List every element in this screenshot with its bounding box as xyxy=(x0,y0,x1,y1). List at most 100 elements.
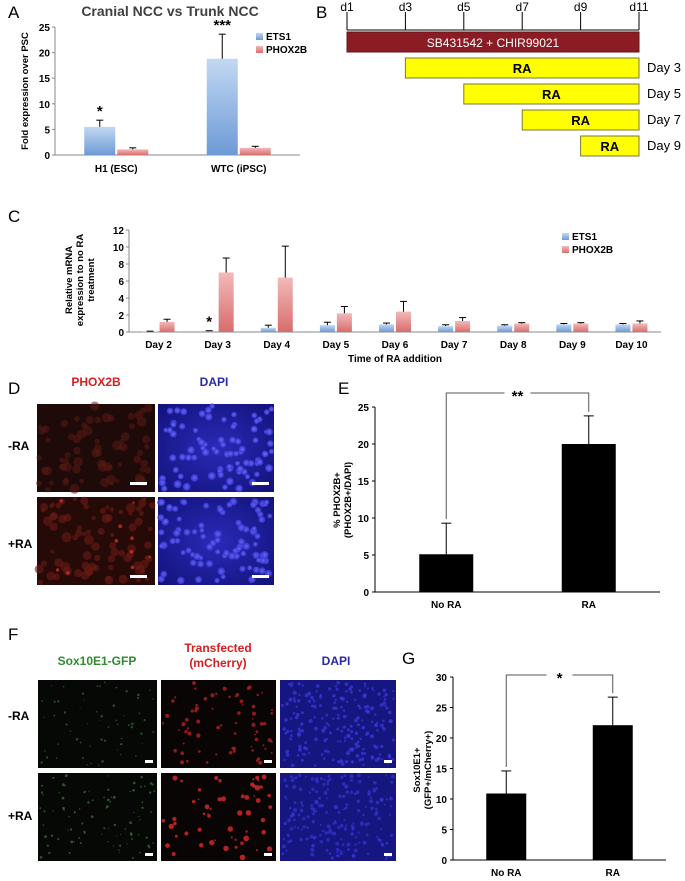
timeline-tick-label: d7 xyxy=(516,0,530,14)
nucleus xyxy=(254,533,261,540)
cell-texture xyxy=(147,844,150,848)
nucleus xyxy=(299,809,304,813)
cell-texture xyxy=(102,462,113,472)
nucleus xyxy=(385,841,389,845)
cell-texture xyxy=(207,814,211,818)
cell-texture xyxy=(215,692,218,695)
nucleus xyxy=(293,818,296,821)
G-bar xyxy=(486,793,527,860)
cell-texture xyxy=(210,693,215,698)
cell-texture xyxy=(42,824,45,826)
cell-texture xyxy=(112,845,114,847)
cell-texture xyxy=(81,422,88,429)
cell-texture xyxy=(66,571,70,575)
nucleus xyxy=(308,719,313,723)
nucleus xyxy=(358,780,362,784)
cell-texture xyxy=(148,526,153,532)
cell-texture xyxy=(86,764,88,766)
cell-texture xyxy=(62,685,65,688)
nucleus xyxy=(345,803,349,806)
nucleus xyxy=(222,484,228,491)
C-ytick-label: 2 xyxy=(118,311,124,322)
cell-texture xyxy=(194,706,199,711)
nucleus xyxy=(312,812,316,816)
cell-texture xyxy=(88,790,90,792)
nucleus xyxy=(290,778,295,783)
cell-texture xyxy=(133,561,142,570)
nucleus xyxy=(342,782,346,786)
E-ytick-label: 25 xyxy=(358,403,370,414)
nucleus xyxy=(233,450,239,457)
nucleus xyxy=(336,851,339,854)
cell-texture xyxy=(255,849,258,852)
cell-texture xyxy=(101,833,103,835)
cell-texture xyxy=(144,555,153,563)
nucleus xyxy=(207,471,216,480)
C-bar-phox2b xyxy=(336,313,352,332)
C-ytick-label: 0 xyxy=(118,328,124,339)
nucleus xyxy=(381,758,384,761)
nucleus xyxy=(217,436,225,444)
C-ytick-label: 4 xyxy=(118,294,124,305)
cell-texture xyxy=(182,742,185,745)
nucleus xyxy=(383,698,387,701)
nucleus xyxy=(299,837,303,842)
nucleus xyxy=(389,805,392,808)
cell-texture xyxy=(181,722,186,727)
nucleus xyxy=(197,560,205,568)
cell-texture xyxy=(144,541,152,549)
nucleus xyxy=(329,731,332,734)
cell-texture xyxy=(57,838,60,841)
nucleus xyxy=(166,407,174,415)
cell-texture xyxy=(234,845,238,849)
cell-texture xyxy=(135,755,137,757)
chart-e-y-title: % PHOX2B+(PHOX2B+/DAPI) xyxy=(332,462,354,538)
cell-texture xyxy=(180,779,184,783)
nucleus xyxy=(237,538,245,546)
cell-texture xyxy=(64,775,67,777)
nucleus xyxy=(201,448,210,457)
cell-texture xyxy=(149,782,153,785)
cell-texture xyxy=(108,564,114,570)
cell-texture xyxy=(109,542,117,550)
cell-texture xyxy=(143,719,146,722)
E-category-label: RA xyxy=(582,600,596,611)
nucleus xyxy=(298,729,302,733)
nucleus xyxy=(226,501,233,508)
timeline-tick-label: d11 xyxy=(629,0,648,14)
nucleus xyxy=(343,739,346,742)
panel-label-c: C xyxy=(8,207,20,226)
nucleus xyxy=(177,473,184,480)
nucleus xyxy=(314,726,318,731)
nucleus xyxy=(191,529,198,535)
cell-texture xyxy=(149,502,156,509)
nucleus xyxy=(324,749,328,753)
nucleus xyxy=(290,729,293,733)
nucleus xyxy=(367,790,372,794)
treatment-bar xyxy=(346,31,640,53)
panel-f-col-gfp: Sox10E1-GFP xyxy=(58,654,137,668)
C-bar-phox2b xyxy=(632,323,648,332)
nucleus xyxy=(281,852,285,856)
nucleus xyxy=(350,832,354,836)
cell-texture xyxy=(79,741,82,744)
cell-texture xyxy=(81,692,85,695)
cell-texture xyxy=(130,833,133,836)
nucleus xyxy=(358,841,361,844)
cell-texture xyxy=(79,478,84,484)
panel-d-row-minus-ra: -RA xyxy=(8,439,30,453)
nucleus xyxy=(380,828,383,831)
nucleus xyxy=(346,842,351,847)
nucleus xyxy=(342,714,347,719)
image-f-gfp-plus-ra xyxy=(38,773,157,861)
nucleus xyxy=(209,539,217,547)
nucleus xyxy=(341,843,345,847)
nucleus xyxy=(301,753,304,756)
nucleus xyxy=(174,407,181,414)
cell-texture xyxy=(270,712,274,715)
nucleus xyxy=(325,722,329,725)
cell-texture xyxy=(235,693,240,697)
E-significance-bg xyxy=(504,386,531,400)
nucleus xyxy=(350,730,354,734)
cell-texture xyxy=(150,811,152,813)
